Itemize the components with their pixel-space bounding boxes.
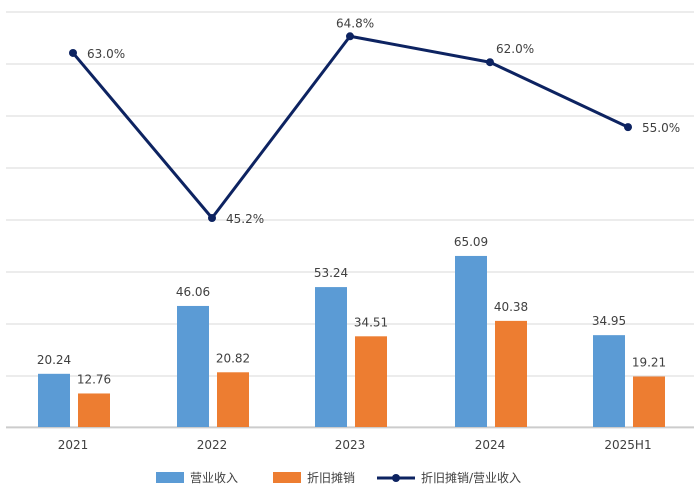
legend-label-depreciation: 折旧摊销: [307, 470, 355, 485]
bar-revenue: [38, 373, 70, 427]
bar-depreciation: [495, 320, 527, 427]
bar-revenue: [315, 287, 347, 427]
bar-value-label: 12.76: [77, 372, 111, 386]
ratio-line: [69, 32, 632, 222]
ratio-value-label: 63.0%: [87, 47, 125, 61]
legend-label-ratio: 折旧摊销/营业收入: [421, 470, 521, 485]
legend-label-revenue: 营业收入: [190, 471, 238, 485]
ratio-value-label: 62.0%: [496, 42, 534, 56]
bar-value-label: 40.38: [494, 300, 528, 314]
ratio-value-label: 55.0%: [642, 121, 680, 135]
bar-revenue: [455, 255, 487, 427]
data-labels: 20.24 46.06 53.24 65.09 34.95 12.76 20.82 34.51…: [37, 16, 680, 386]
ratio-value-label: 64.8%: [336, 16, 374, 30]
bar-revenue: [593, 335, 625, 427]
ratio-point: [208, 214, 216, 222]
bar-value-label: 46.06: [176, 285, 210, 299]
legend-swatch-revenue: [156, 472, 184, 483]
bar-depreciation: [355, 336, 387, 427]
bar-value-label: 53.24: [314, 266, 348, 280]
bar-value-label: 20.82: [216, 351, 250, 365]
x-axis: 2021 2022 2023 2024 2025H1: [58, 438, 652, 452]
x-tick-label: 2025H1: [604, 438, 651, 452]
legend-swatch-depreciation: [273, 472, 301, 483]
ratio-point: [486, 58, 494, 67]
x-tick-label: 2021: [58, 438, 89, 452]
bar-value-label: 19.21: [632, 356, 666, 370]
gridlines: [6, 11, 694, 429]
bar-depreciation: [633, 376, 665, 427]
ratio-point: [69, 48, 77, 57]
x-tick-label: 2024: [475, 438, 506, 452]
ratio-point: [624, 123, 632, 132]
bar-value-label: 65.09: [454, 235, 488, 249]
legend: 营业收入 折旧摊销 折旧摊销/营业收入: [156, 470, 521, 485]
bar-depreciation: [217, 372, 249, 427]
ratio-value-label: 45.2%: [226, 212, 264, 226]
x-tick-label: 2023: [335, 438, 366, 452]
ratio-point: [346, 32, 354, 41]
legend-marker-ratio: [392, 474, 400, 482]
bars: [38, 255, 665, 427]
bar-value-label: 34.95: [592, 314, 626, 328]
bar-value-label: 20.24: [37, 353, 71, 367]
bar-depreciation: [78, 393, 110, 427]
bar-value-label: 34.51: [354, 315, 388, 329]
bar-revenue: [177, 305, 209, 427]
x-tick-label: 2022: [197, 438, 228, 452]
